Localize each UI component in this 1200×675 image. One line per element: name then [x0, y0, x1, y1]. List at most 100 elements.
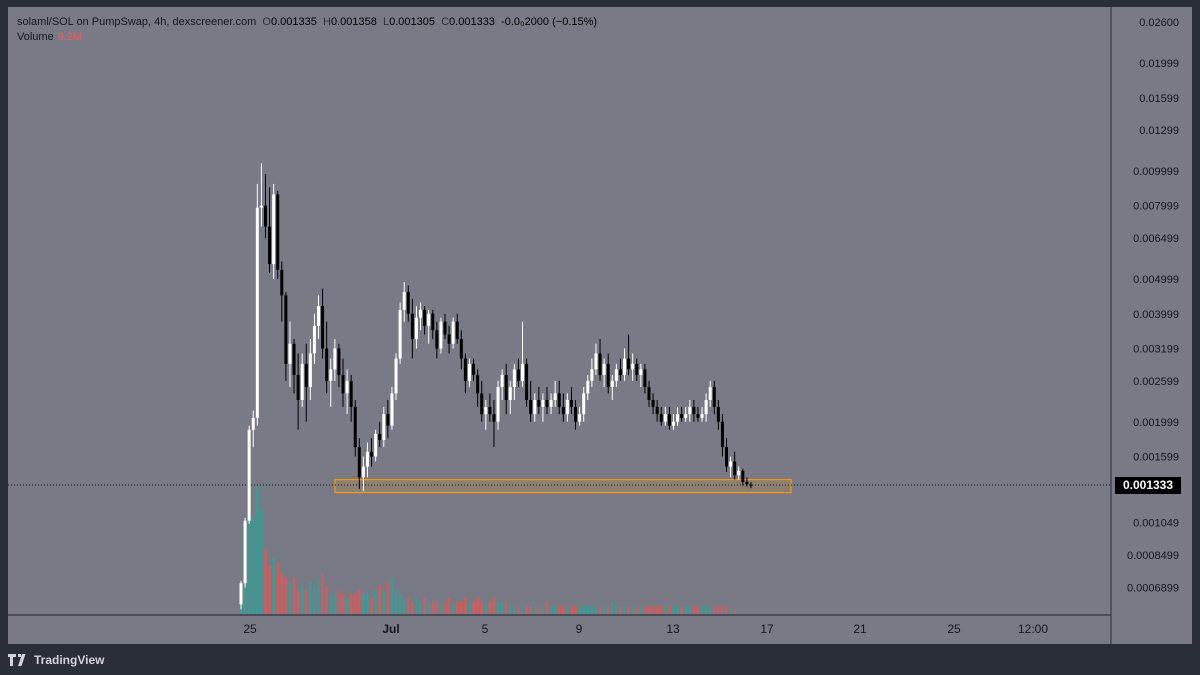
volume-bar — [349, 594, 353, 614]
low-value: 0.001305 — [389, 16, 435, 28]
volume-bar — [614, 606, 618, 614]
volume-bar — [317, 578, 320, 614]
candle-body — [459, 339, 463, 359]
volume-bar — [606, 606, 610, 614]
volume-bar — [643, 606, 647, 614]
chart-panel[interactable]: 0.02600 0.01999 0.01599 0.01299 0.009999 0.00… — [8, 7, 1192, 644]
volume-bar — [610, 602, 614, 614]
candle-body — [467, 363, 471, 381]
volume-value: 9.2M — [57, 31, 83, 43]
candle-body — [280, 269, 284, 296]
volume-bar — [268, 566, 271, 614]
close-value: 0.001333 — [449, 16, 495, 28]
candle-body — [741, 470, 745, 482]
volume-bar — [663, 606, 667, 614]
candle-body — [476, 374, 480, 394]
volume-bar — [447, 598, 451, 614]
volume-bar — [627, 606, 630, 614]
y-tick-label: 0.02600 — [1139, 17, 1179, 29]
volume-bar — [459, 602, 463, 614]
candle-body — [737, 470, 741, 476]
candle-body — [382, 414, 386, 440]
volume-bar — [676, 606, 679, 614]
candle-body — [590, 369, 594, 381]
candle-body — [296, 374, 300, 400]
volume-bar — [566, 606, 569, 614]
volume-bar — [341, 594, 345, 614]
symbol-label[interactable]: solaml/SOL on PumpSwap, 4h, dexscreener.… — [17, 16, 257, 28]
candle-body — [317, 306, 321, 326]
candle-body — [712, 386, 716, 407]
candle-body — [337, 348, 341, 375]
candle-body — [545, 399, 549, 407]
volume-bar — [533, 606, 537, 614]
x-tick-label: 12:00 — [1018, 622, 1048, 636]
candle-body — [521, 363, 525, 381]
brand-label[interactable]: TradingView — [34, 653, 105, 667]
open-label: O — [262, 16, 271, 28]
volume-bar — [598, 606, 602, 614]
volume-bar — [504, 602, 508, 614]
open-value: 0.001335 — [270, 16, 317, 28]
volume-bar — [374, 590, 378, 614]
volume-bar — [455, 602, 459, 614]
candle-body — [386, 414, 390, 426]
volume-bar — [647, 606, 651, 614]
candle-body — [623, 358, 627, 375]
candle-body — [353, 406, 357, 448]
volume-bar — [639, 606, 643, 614]
volume-bar — [439, 602, 443, 614]
change-value: -0.0₀2000 (−0.15%) — [501, 16, 598, 28]
candlestick-chart[interactable]: 0.02600 0.01999 0.01599 0.01299 0.009999 0.00… — [8, 7, 1192, 644]
support-zone-rectangle[interactable] — [334, 478, 792, 494]
volume-legend[interactable]: Volume 9.2M — [17, 31, 82, 43]
volume-bar — [692, 606, 696, 614]
candle-body — [647, 386, 651, 400]
candle-body — [304, 363, 308, 387]
candle-body — [651, 399, 655, 407]
volume-bar — [700, 606, 704, 614]
volume-bar — [680, 606, 684, 614]
candle-body — [541, 399, 545, 407]
volume-bar — [435, 602, 439, 614]
volume-bar — [655, 606, 659, 614]
volume-bar — [431, 602, 435, 614]
candle-body — [292, 343, 296, 375]
y-tick-label: 0.001999 — [1133, 417, 1179, 429]
volume-bar — [529, 606, 533, 614]
volume-bar — [243, 570, 247, 614]
volume-bar — [427, 602, 431, 614]
candle-body — [357, 447, 361, 478]
candle-body — [516, 369, 520, 381]
candle-body — [435, 330, 439, 349]
candle-body — [631, 363, 635, 370]
y-tick-label: 0.004999 — [1133, 274, 1179, 286]
candle-body — [557, 393, 561, 407]
candle-body — [537, 399, 541, 407]
candle-body — [361, 466, 365, 478]
y-tick-label: 0.0006899 — [1127, 583, 1179, 595]
candle-body — [341, 374, 345, 394]
candle-body — [427, 313, 431, 326]
candle-body — [667, 414, 671, 426]
candle-body — [308, 353, 312, 387]
candle-body — [614, 369, 618, 381]
volume-bar — [512, 606, 516, 614]
candle-body — [610, 380, 614, 387]
volume-bar — [280, 574, 284, 614]
candle-body — [627, 358, 631, 370]
candle-body — [598, 353, 602, 375]
volume-bar — [382, 590, 386, 614]
candle-body — [451, 321, 455, 344]
volume-bar — [488, 602, 492, 614]
volume-bar — [561, 606, 565, 614]
candle-body — [553, 393, 557, 400]
x-tick-label: Jul — [382, 622, 399, 636]
candle-body — [676, 414, 680, 422]
candle-body — [288, 343, 292, 364]
candle-body — [733, 461, 737, 476]
candle-body — [700, 414, 704, 418]
candle-body — [696, 414, 700, 418]
volume-bar — [321, 574, 324, 614]
candle-body — [463, 358, 467, 381]
